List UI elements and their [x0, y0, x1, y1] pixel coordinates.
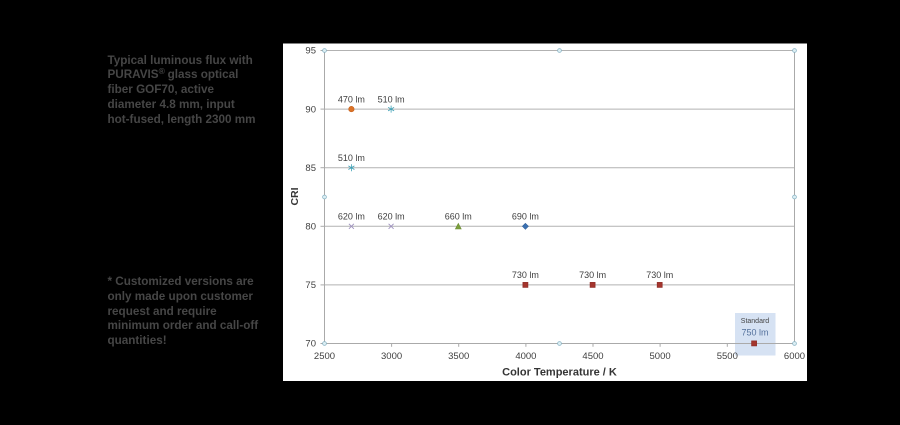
svg-text:5500: 5500 — [717, 351, 738, 362]
svg-text:4500: 4500 — [582, 351, 603, 362]
svg-text:660 lm: 660 lm — [445, 212, 472, 222]
svg-text:2500: 2500 — [314, 351, 335, 362]
svg-text:750 lm: 750 lm — [741, 328, 768, 338]
svg-text:730 lm: 730 lm — [646, 270, 673, 280]
svg-text:75: 75 — [305, 280, 316, 291]
svg-text:510 lm: 510 lm — [338, 153, 365, 163]
svg-text:470 lm: 470 lm — [338, 94, 365, 104]
svg-text:Standard: Standard — [741, 318, 770, 325]
svg-text:3000: 3000 — [381, 351, 402, 362]
svg-text:CRI: CRI — [289, 187, 301, 205]
svg-text:80: 80 — [305, 222, 316, 233]
svg-text:70: 70 — [305, 339, 316, 350]
svg-text:Color Temperature / K: Color Temperature / K — [502, 367, 617, 379]
svg-text:85: 85 — [305, 163, 316, 174]
svg-text:6000: 6000 — [784, 351, 805, 362]
svg-text:95: 95 — [305, 46, 316, 57]
svg-text:620 lm: 620 lm — [338, 212, 365, 222]
svg-text:90: 90 — [305, 104, 316, 115]
svg-text:3500: 3500 — [448, 351, 469, 362]
svg-text:690 lm: 690 lm — [512, 212, 539, 222]
svg-text:620 lm: 620 lm — [378, 212, 405, 222]
svg-text:5000: 5000 — [650, 351, 671, 362]
svg-text:510 lm: 510 lm — [378, 94, 405, 104]
svg-text:4000: 4000 — [515, 351, 536, 362]
svg-text:730 lm: 730 lm — [512, 270, 539, 280]
svg-text:730 lm: 730 lm — [579, 270, 606, 280]
